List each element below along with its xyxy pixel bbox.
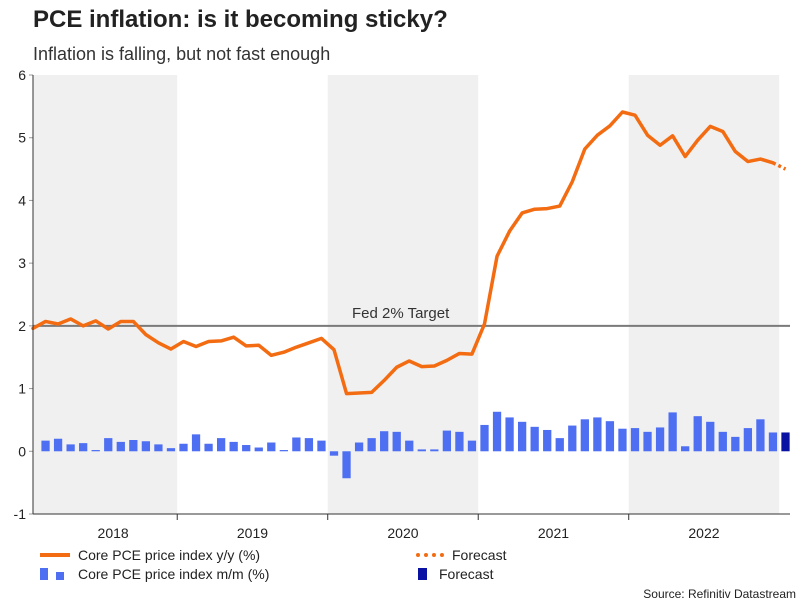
legend-mm-label: Core PCE price index m/m (%) xyxy=(78,566,270,582)
y-tick-label: -1 xyxy=(14,506,27,522)
mm-bar xyxy=(405,440,414,452)
mm-bar xyxy=(292,437,301,452)
legend-yy: Core PCE price index y/y (%) xyxy=(40,547,260,563)
mm-bar xyxy=(430,449,439,452)
mm-bar xyxy=(681,446,690,452)
legend-yy-forecast: Forecast xyxy=(416,547,506,563)
mm-bar xyxy=(204,443,213,452)
legend-dotted-swatch xyxy=(416,553,444,557)
mm-bar xyxy=(743,428,753,452)
mm-bar xyxy=(179,443,188,452)
legend-navy-swatch xyxy=(418,568,427,580)
mm-bar xyxy=(580,419,589,452)
mm-bar xyxy=(380,431,389,452)
mm-bar xyxy=(492,411,502,452)
yy-line xyxy=(31,110,775,396)
mm-bar xyxy=(417,449,426,452)
legend-line-swatch xyxy=(40,553,70,557)
source-note: Source: Refinitiv Datastream xyxy=(643,587,796,601)
mm-bar xyxy=(643,431,652,452)
mm-bar xyxy=(267,442,276,452)
legend-mm-forecast-label: Forecast xyxy=(439,566,494,582)
x-tick-label: 2021 xyxy=(538,525,569,541)
y-tick-label: 3 xyxy=(18,255,26,271)
mm-bar xyxy=(154,444,163,452)
mm-bar xyxy=(706,421,715,452)
mm-bar xyxy=(630,428,640,452)
mm-bar xyxy=(229,441,238,452)
mm-bar xyxy=(367,438,376,452)
mm-bar xyxy=(79,443,88,452)
mm-bar xyxy=(279,450,288,452)
mm-bar xyxy=(530,426,539,452)
mm-bar xyxy=(216,438,226,452)
x-tick-label: 2018 xyxy=(98,525,129,541)
chart-subtitle: Inflation is falling, but not fast enoug… xyxy=(33,44,331,64)
legend-bars-swatch xyxy=(40,568,70,580)
mm-bar xyxy=(618,428,627,452)
mm-bar xyxy=(129,439,138,452)
fed-target-label: Fed 2% Target xyxy=(352,305,450,322)
mm-bar xyxy=(517,421,527,452)
mm-bar xyxy=(668,412,677,452)
x-tick-label: 2019 xyxy=(237,525,268,541)
shaded-band-2022 xyxy=(628,75,780,514)
mm-bar xyxy=(718,431,727,452)
shaded-band-2020 xyxy=(327,75,479,514)
mm-bar xyxy=(442,430,452,452)
yy-forecast-line xyxy=(772,161,787,171)
mm-bar xyxy=(116,441,125,452)
mm-bar xyxy=(41,440,50,452)
y-tick-label: 2 xyxy=(18,318,26,334)
mm-bar xyxy=(480,424,489,452)
mm-bar xyxy=(354,442,364,452)
x-tick-label: 2020 xyxy=(387,525,418,541)
mm-bar xyxy=(543,429,552,452)
mm-bar xyxy=(304,438,314,452)
mm-bar xyxy=(455,431,464,452)
mm-bar xyxy=(555,438,564,452)
mm-bar xyxy=(66,444,75,452)
legend-mm: Core PCE price index m/m (%) xyxy=(40,566,269,582)
y-tick-label: 0 xyxy=(18,443,26,459)
y-tick-label: 1 xyxy=(18,381,26,397)
mm-bar xyxy=(329,451,339,456)
mm-bar xyxy=(593,417,602,452)
mm-bar xyxy=(166,448,176,452)
mm-bar xyxy=(91,450,100,452)
mm-bar xyxy=(254,447,263,452)
mm-bar xyxy=(191,434,201,452)
legend-yy-forecast-label: Forecast xyxy=(452,547,507,563)
mm-bar xyxy=(467,440,477,452)
mm-bar xyxy=(568,425,577,452)
mm-bar xyxy=(317,440,326,452)
mm-bar xyxy=(655,427,665,452)
y-tick-label: 6 xyxy=(18,67,26,83)
mm-bar xyxy=(242,445,251,452)
y-tick-label: 5 xyxy=(18,130,26,146)
mm-bar xyxy=(392,431,401,452)
mm-bar xyxy=(768,432,778,452)
mm-forecast-bar xyxy=(781,432,790,452)
chart-title: PCE inflation: is it becoming sticky? xyxy=(33,6,448,33)
mm-bar xyxy=(693,416,702,452)
y-tick-label: 4 xyxy=(18,192,26,208)
mm-bar xyxy=(141,441,151,452)
x-tick-label: 2022 xyxy=(688,525,719,541)
mm-bar xyxy=(605,421,615,452)
legend-yy-label: Core PCE price index y/y (%) xyxy=(78,547,261,563)
mm-bar xyxy=(342,451,351,479)
mm-bar xyxy=(505,417,514,452)
mm-bar xyxy=(731,436,740,452)
mm-bar xyxy=(104,438,113,452)
mm-bar xyxy=(756,419,765,452)
legend-mm-forecast: Forecast xyxy=(408,566,493,582)
mm-bar xyxy=(53,438,63,452)
